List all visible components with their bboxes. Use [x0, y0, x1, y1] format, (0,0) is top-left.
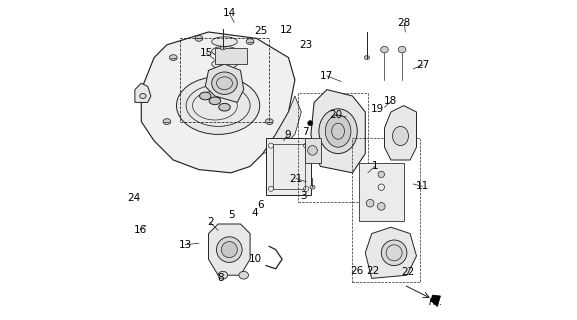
- Ellipse shape: [265, 119, 273, 124]
- Polygon shape: [365, 227, 417, 278]
- Ellipse shape: [239, 271, 249, 279]
- Polygon shape: [431, 295, 440, 307]
- Ellipse shape: [177, 77, 260, 134]
- Ellipse shape: [308, 121, 313, 126]
- Text: 7: 7: [302, 127, 309, 137]
- Ellipse shape: [216, 237, 242, 262]
- Text: 20: 20: [329, 109, 342, 120]
- Text: 12: 12: [280, 25, 293, 35]
- Polygon shape: [141, 32, 295, 173]
- Ellipse shape: [381, 46, 388, 53]
- Polygon shape: [208, 224, 250, 275]
- Ellipse shape: [212, 59, 237, 69]
- Text: 27: 27: [416, 60, 429, 70]
- Text: 19: 19: [371, 104, 384, 115]
- Bar: [305, 138, 320, 163]
- Polygon shape: [384, 106, 417, 160]
- Ellipse shape: [366, 199, 374, 207]
- Polygon shape: [205, 64, 243, 102]
- Bar: [266, 138, 311, 195]
- Ellipse shape: [212, 37, 237, 46]
- Text: 4: 4: [252, 208, 258, 219]
- Text: 1: 1: [372, 161, 378, 172]
- Ellipse shape: [200, 92, 211, 100]
- Polygon shape: [263, 96, 301, 154]
- Text: 23: 23: [299, 40, 312, 51]
- Text: 5: 5: [228, 210, 235, 220]
- Ellipse shape: [310, 185, 315, 189]
- Bar: [359, 163, 404, 221]
- Text: 18: 18: [384, 96, 398, 107]
- Ellipse shape: [325, 115, 351, 147]
- Ellipse shape: [163, 119, 171, 124]
- Polygon shape: [311, 90, 365, 173]
- Ellipse shape: [212, 72, 237, 94]
- Ellipse shape: [319, 109, 357, 154]
- Ellipse shape: [219, 103, 230, 111]
- Text: 25: 25: [254, 26, 267, 36]
- Ellipse shape: [212, 46, 237, 56]
- Ellipse shape: [392, 126, 409, 146]
- Text: 22: 22: [366, 266, 380, 276]
- Bar: [353, 138, 419, 282]
- Bar: [179, 38, 269, 122]
- Ellipse shape: [381, 240, 407, 266]
- Text: 10: 10: [249, 254, 263, 264]
- Ellipse shape: [222, 242, 237, 258]
- Ellipse shape: [209, 97, 220, 105]
- Ellipse shape: [377, 203, 385, 210]
- Text: 24: 24: [128, 193, 141, 203]
- Polygon shape: [135, 83, 151, 102]
- Bar: [215, 48, 247, 64]
- Text: 15: 15: [200, 48, 213, 58]
- Text: 21: 21: [290, 173, 303, 184]
- Text: 16: 16: [133, 225, 147, 235]
- Text: 17: 17: [320, 71, 334, 81]
- Bar: [272, 144, 305, 189]
- Ellipse shape: [246, 39, 254, 44]
- Ellipse shape: [140, 93, 146, 99]
- Text: FR.: FR.: [429, 298, 443, 307]
- Text: 6: 6: [257, 200, 264, 211]
- Text: 13: 13: [178, 240, 192, 250]
- Text: 14: 14: [223, 8, 236, 19]
- Ellipse shape: [364, 56, 369, 60]
- Text: 9: 9: [284, 130, 291, 140]
- Text: 22: 22: [401, 267, 414, 277]
- Text: 11: 11: [415, 181, 429, 191]
- Ellipse shape: [398, 46, 406, 53]
- Ellipse shape: [170, 55, 177, 60]
- Ellipse shape: [378, 171, 384, 178]
- Text: 26: 26: [351, 266, 364, 276]
- Ellipse shape: [220, 46, 226, 50]
- Ellipse shape: [195, 36, 203, 41]
- Text: 3: 3: [301, 191, 307, 201]
- Bar: [298, 93, 369, 202]
- Text: 2: 2: [207, 217, 213, 228]
- Text: 28: 28: [398, 18, 411, 28]
- Ellipse shape: [308, 146, 317, 155]
- Text: 8: 8: [218, 273, 224, 284]
- Ellipse shape: [218, 271, 228, 279]
